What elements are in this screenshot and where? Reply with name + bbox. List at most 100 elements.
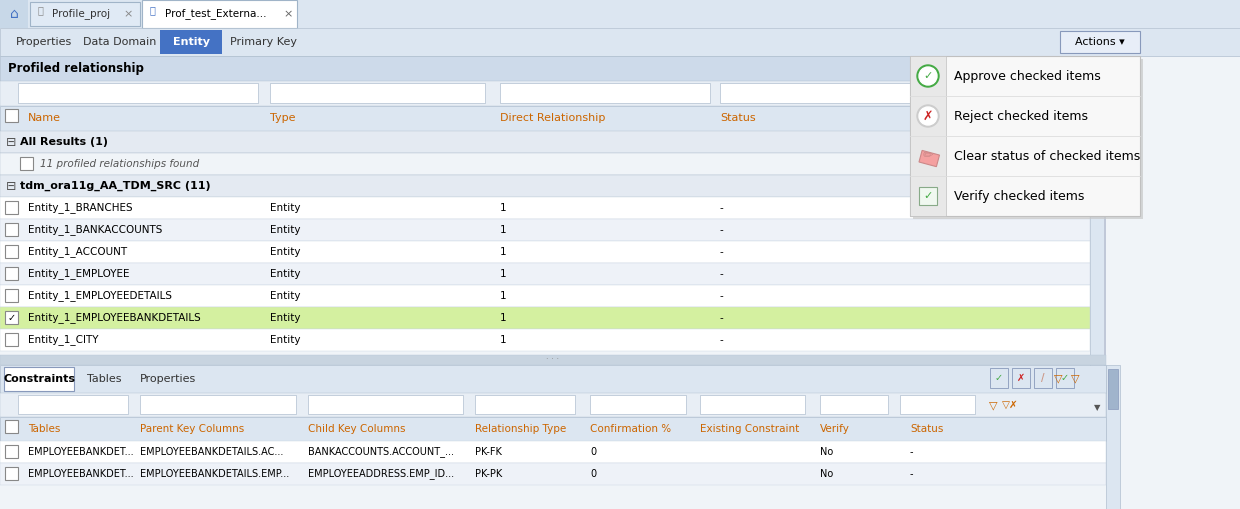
Bar [20,157,33,170]
Bar [0,365,1106,393]
Text: Actions ▾: Actions ▾ [1075,37,1125,47]
Text: 0: 0 [590,469,596,479]
Text: Entity_1_EMPLOYEEDETAILS: Entity_1_EMPLOYEEDETAILS [29,291,172,301]
Text: BANKACCOUNTS.ACCOUNT_...: BANKACCOUNTS.ACCOUNT_... [308,446,454,458]
Text: EMPLOYEEBANKDETAILS.AC...: EMPLOYEEBANKDETAILS.AC... [140,447,284,457]
Text: Parent Key Columns: Parent Key Columns [140,424,244,434]
Text: Properties: Properties [16,37,72,47]
Text: -: - [910,469,914,479]
Text: Entity: Entity [270,291,300,301]
Bar [1056,368,1074,388]
Text: Status: Status [910,424,944,434]
Text: /: / [1042,373,1045,383]
Text: Entity_1_CITY: Entity_1_CITY [29,334,98,346]
Bar [19,395,128,414]
Text: ✏: ✏ [923,150,934,162]
Bar [5,245,19,258]
Text: ▽: ▽ [988,400,997,410]
Text: ▼: ▼ [1094,404,1100,412]
Text: ✓: ✓ [924,71,932,81]
Bar [1012,368,1030,388]
Text: ⌂: ⌂ [10,7,19,21]
Bar [1060,31,1140,53]
Bar [0,329,1090,351]
Bar [820,395,888,414]
Text: Primary Key: Primary Key [231,37,298,47]
Text: 1: 1 [500,269,507,279]
Bar [910,56,946,216]
Text: Constraints: Constraints [2,374,74,384]
Text: ✓: ✓ [924,191,932,201]
Bar [0,393,1106,417]
Text: Entity: Entity [270,269,300,279]
Bar [19,83,258,103]
Text: EMPLOYEEBANKDET...: EMPLOYEEBANKDET... [29,469,134,479]
Bar [720,83,920,103]
Text: 1: 1 [500,225,507,235]
Bar [5,201,19,214]
Text: Entity_1_EMPLOYEE: Entity_1_EMPLOYEE [29,269,129,279]
Text: Entity_1_BRANCHES: Entity_1_BRANCHES [29,203,133,213]
Text: ▽✗: ▽✗ [1002,400,1018,410]
Text: Confirmation %: Confirmation % [590,424,671,434]
Text: ✓: ✓ [7,313,16,323]
Bar [0,81,1090,106]
Bar [0,28,1240,56]
Text: 0: 0 [590,447,596,457]
Text: -: - [910,447,914,457]
Bar [919,150,940,166]
Bar [5,223,19,236]
Bar [0,0,29,28]
Text: -: - [720,291,724,301]
Text: Type: Type [270,113,295,123]
Text: EMPLOYEEADDRESS.EMP_ID...: EMPLOYEEADDRESS.EMP_ID... [308,469,454,479]
Text: PK-PK: PK-PK [475,469,502,479]
Text: ⊟: ⊟ [6,180,16,192]
Bar [0,106,1090,131]
Bar [5,267,19,280]
Text: EMPLOYEEBANKDETAILS.EMP...: EMPLOYEEBANKDETAILS.EMP... [140,469,289,479]
Text: Entity: Entity [270,335,300,345]
Bar [590,395,686,414]
Bar [4,367,74,391]
Bar [1090,56,1104,411]
Bar [0,355,1106,365]
Circle shape [919,107,937,125]
Text: Entity: Entity [270,203,300,213]
Bar [0,131,1090,153]
Text: Profile_proj: Profile_proj [52,9,110,19]
Bar [0,263,1090,285]
Text: Clear status of checked items: Clear status of checked items [954,150,1141,162]
Bar [5,289,19,302]
Text: Profiled relationship: Profiled relationship [7,62,144,74]
Bar [910,56,1140,216]
Bar [5,445,19,458]
Bar [1109,369,1118,409]
Text: Name: Name [29,113,61,123]
Bar [30,2,140,26]
Text: Direct Relationship: Direct Relationship [500,113,605,123]
Bar [0,0,1240,28]
Text: Child Key Columns: Child Key Columns [308,424,405,434]
Bar [475,395,575,414]
Text: Approve checked items: Approve checked items [954,70,1101,82]
Text: 1: 1 [500,313,507,323]
Bar [0,175,1090,197]
Text: Entity_1_BANKACCOUNTS: Entity_1_BANKACCOUNTS [29,224,162,236]
Text: tdm_ora11g_AA_TDM_SRC (11): tdm_ora11g_AA_TDM_SRC (11) [20,181,211,191]
Text: ▽: ▽ [1071,373,1079,383]
Bar [1092,60,1102,120]
Text: Reject checked items: Reject checked items [954,109,1087,123]
Text: ✓: ✓ [994,373,1003,383]
Bar [913,59,1143,219]
Text: Verify checked items: Verify checked items [954,189,1084,203]
Text: 11 profiled relationships found: 11 profiled relationships found [40,159,200,169]
Text: Entity: Entity [172,37,210,47]
Text: No: No [820,469,833,479]
Text: Status: Status [720,113,755,123]
Bar [919,187,937,205]
Text: -: - [720,335,724,345]
Text: ⊟: ⊟ [6,135,16,149]
Text: PK-FK: PK-FK [475,447,502,457]
Bar [0,197,1090,219]
